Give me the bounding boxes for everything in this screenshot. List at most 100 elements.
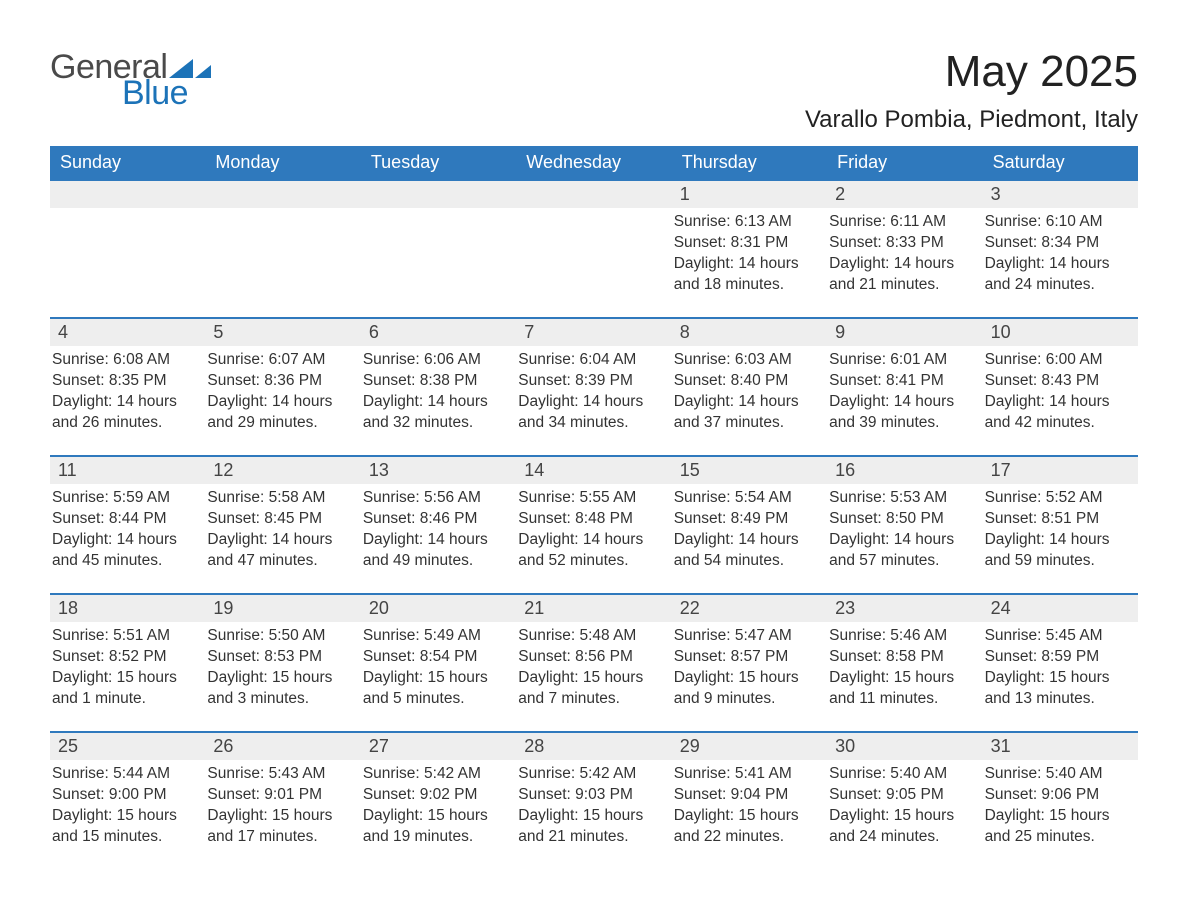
day-number: 17: [983, 457, 1138, 484]
calendar-day-cell: 31Sunrise: 5:40 AMSunset: 9:06 PMDayligh…: [983, 733, 1138, 859]
sunrise-line: Sunrise: 5:47 AM: [674, 626, 819, 647]
day-of-week-header: Tuesday: [361, 146, 516, 179]
calendar-page: General Blue May 2025 Varallo Pombia, Pi…: [0, 0, 1188, 899]
daylight-line: Daylight: 15 hours and 17 minutes.: [207, 806, 352, 848]
daylight-line: Daylight: 14 hours and 59 minutes.: [985, 530, 1130, 572]
daylight-line: Daylight: 15 hours and 21 minutes.: [518, 806, 663, 848]
day-details: Sunrise: 5:46 AMSunset: 8:58 PMDaylight:…: [827, 622, 982, 714]
day-details: Sunrise: 5:43 AMSunset: 9:01 PMDaylight:…: [205, 760, 360, 852]
sunrise-line: Sunrise: 6:11 AM: [829, 212, 974, 233]
sunrise-line: Sunrise: 5:49 AM: [363, 626, 508, 647]
sunset-line: Sunset: 8:45 PM: [207, 509, 352, 530]
calendar-day-cell: 10Sunrise: 6:00 AMSunset: 8:43 PMDayligh…: [983, 319, 1138, 445]
calendar-day-cell: 8Sunrise: 6:03 AMSunset: 8:40 PMDaylight…: [672, 319, 827, 445]
day-details: Sunrise: 5:52 AMSunset: 8:51 PMDaylight:…: [983, 484, 1138, 576]
daylight-line: Daylight: 15 hours and 24 minutes.: [829, 806, 974, 848]
empty-day-number: [205, 181, 360, 208]
sunset-line: Sunset: 8:39 PM: [518, 371, 663, 392]
daylight-line: Daylight: 14 hours and 45 minutes.: [52, 530, 197, 572]
sunrise-line: Sunrise: 5:53 AM: [829, 488, 974, 509]
day-details: Sunrise: 5:42 AMSunset: 9:03 PMDaylight:…: [516, 760, 671, 852]
empty-day-number: [50, 181, 205, 208]
daylight-line: Daylight: 15 hours and 5 minutes.: [363, 668, 508, 710]
daylight-line: Daylight: 15 hours and 7 minutes.: [518, 668, 663, 710]
calendar-day-cell: 12Sunrise: 5:58 AMSunset: 8:45 PMDayligh…: [205, 457, 360, 583]
day-number: 18: [50, 595, 205, 622]
daylight-line: Daylight: 14 hours and 37 minutes.: [674, 392, 819, 434]
day-number: 8: [672, 319, 827, 346]
daylight-line: Daylight: 14 hours and 21 minutes.: [829, 254, 974, 296]
calendar-day-cell: 6Sunrise: 6:06 AMSunset: 8:38 PMDaylight…: [361, 319, 516, 445]
day-number: 19: [205, 595, 360, 622]
day-details: Sunrise: 5:47 AMSunset: 8:57 PMDaylight:…: [672, 622, 827, 714]
day-details: Sunrise: 6:08 AMSunset: 8:35 PMDaylight:…: [50, 346, 205, 438]
daylight-line: Daylight: 15 hours and 3 minutes.: [207, 668, 352, 710]
sunrise-line: Sunrise: 6:03 AM: [674, 350, 819, 371]
daylight-line: Daylight: 14 hours and 49 minutes.: [363, 530, 508, 572]
sunset-line: Sunset: 8:35 PM: [52, 371, 197, 392]
sunrise-line: Sunrise: 5:55 AM: [518, 488, 663, 509]
sunrise-line: Sunrise: 5:58 AM: [207, 488, 352, 509]
calendar-day-cell: 11Sunrise: 5:59 AMSunset: 8:44 PMDayligh…: [50, 457, 205, 583]
sunset-line: Sunset: 9:06 PM: [985, 785, 1130, 806]
calendar-day-cell: 14Sunrise: 5:55 AMSunset: 8:48 PMDayligh…: [516, 457, 671, 583]
day-number: 31: [983, 733, 1138, 760]
calendar-week-row: 4Sunrise: 6:08 AMSunset: 8:35 PMDaylight…: [50, 317, 1138, 445]
calendar-day-cell: 2Sunrise: 6:11 AMSunset: 8:33 PMDaylight…: [827, 181, 982, 307]
sunset-line: Sunset: 8:34 PM: [985, 233, 1130, 254]
sunrise-line: Sunrise: 6:10 AM: [985, 212, 1130, 233]
sunrise-line: Sunrise: 5:42 AM: [363, 764, 508, 785]
calendar-day-cell: 29Sunrise: 5:41 AMSunset: 9:04 PMDayligh…: [672, 733, 827, 859]
daylight-line: Daylight: 15 hours and 9 minutes.: [674, 668, 819, 710]
day-number: 11: [50, 457, 205, 484]
sunset-line: Sunset: 8:50 PM: [829, 509, 974, 530]
day-number: 26: [205, 733, 360, 760]
day-number: 27: [361, 733, 516, 760]
calendar-day-cell: 15Sunrise: 5:54 AMSunset: 8:49 PMDayligh…: [672, 457, 827, 583]
daylight-line: Daylight: 15 hours and 15 minutes.: [52, 806, 197, 848]
sunrise-line: Sunrise: 5:46 AM: [829, 626, 974, 647]
calendar-day-cell: 24Sunrise: 5:45 AMSunset: 8:59 PMDayligh…: [983, 595, 1138, 721]
day-number: 1: [672, 181, 827, 208]
day-details: Sunrise: 6:11 AMSunset: 8:33 PMDaylight:…: [827, 208, 982, 300]
day-details: Sunrise: 5:56 AMSunset: 8:46 PMDaylight:…: [361, 484, 516, 576]
daylight-line: Daylight: 14 hours and 39 minutes.: [829, 392, 974, 434]
calendar-day-cell: 4Sunrise: 6:08 AMSunset: 8:35 PMDaylight…: [50, 319, 205, 445]
sunrise-line: Sunrise: 6:04 AM: [518, 350, 663, 371]
day-details: Sunrise: 6:03 AMSunset: 8:40 PMDaylight:…: [672, 346, 827, 438]
day-number: 20: [361, 595, 516, 622]
daylight-line: Daylight: 14 hours and 47 minutes.: [207, 530, 352, 572]
daylight-line: Daylight: 14 hours and 26 minutes.: [52, 392, 197, 434]
day-details: Sunrise: 6:07 AMSunset: 8:36 PMDaylight:…: [205, 346, 360, 438]
sunrise-line: Sunrise: 5:59 AM: [52, 488, 197, 509]
calendar-day-cell: 28Sunrise: 5:42 AMSunset: 9:03 PMDayligh…: [516, 733, 671, 859]
calendar-day-cell: 23Sunrise: 5:46 AMSunset: 8:58 PMDayligh…: [827, 595, 982, 721]
sunrise-line: Sunrise: 5:54 AM: [674, 488, 819, 509]
daylight-line: Daylight: 14 hours and 34 minutes.: [518, 392, 663, 434]
sunrise-line: Sunrise: 5:40 AM: [829, 764, 974, 785]
calendar-week-row: 25Sunrise: 5:44 AMSunset: 9:00 PMDayligh…: [50, 731, 1138, 859]
sunset-line: Sunset: 8:59 PM: [985, 647, 1130, 668]
sunset-line: Sunset: 8:58 PM: [829, 647, 974, 668]
month-title: May 2025: [805, 50, 1138, 94]
sunset-line: Sunset: 8:51 PM: [985, 509, 1130, 530]
calendar-day-cell: 5Sunrise: 6:07 AMSunset: 8:36 PMDaylight…: [205, 319, 360, 445]
sunrise-line: Sunrise: 6:13 AM: [674, 212, 819, 233]
day-number: 25: [50, 733, 205, 760]
sunrise-line: Sunrise: 5:51 AM: [52, 626, 197, 647]
sunrise-line: Sunrise: 5:48 AM: [518, 626, 663, 647]
sunset-line: Sunset: 8:31 PM: [674, 233, 819, 254]
sunrise-line: Sunrise: 6:08 AM: [52, 350, 197, 371]
day-number: 10: [983, 319, 1138, 346]
sunset-line: Sunset: 8:36 PM: [207, 371, 352, 392]
sunrise-line: Sunrise: 5:45 AM: [985, 626, 1130, 647]
sunrise-line: Sunrise: 5:42 AM: [518, 764, 663, 785]
sunset-line: Sunset: 8:41 PM: [829, 371, 974, 392]
calendar-week-row: 11Sunrise: 5:59 AMSunset: 8:44 PMDayligh…: [50, 455, 1138, 583]
sunset-line: Sunset: 8:57 PM: [674, 647, 819, 668]
calendar-day-cell: 27Sunrise: 5:42 AMSunset: 9:02 PMDayligh…: [361, 733, 516, 859]
day-details: Sunrise: 5:59 AMSunset: 8:44 PMDaylight:…: [50, 484, 205, 576]
daylight-line: Daylight: 14 hours and 29 minutes.: [207, 392, 352, 434]
day-details: Sunrise: 5:51 AMSunset: 8:52 PMDaylight:…: [50, 622, 205, 714]
sunset-line: Sunset: 8:53 PM: [207, 647, 352, 668]
